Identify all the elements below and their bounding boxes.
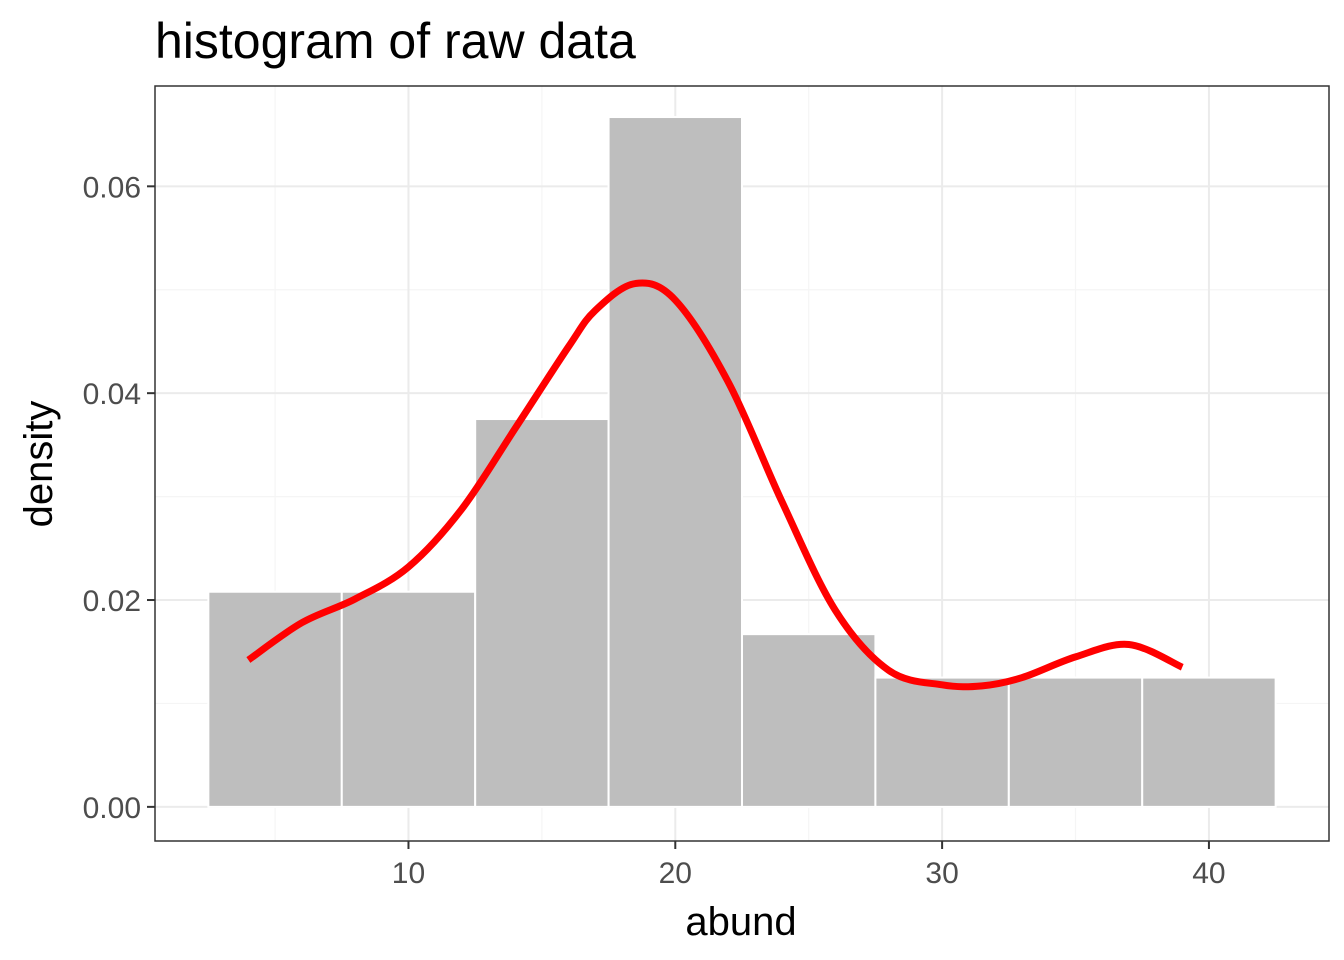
histogram-bar-7 [1007,676,1144,808]
histogram-bar-6 [874,676,1010,808]
density-curve-group [246,279,1184,691]
histogram-bar-2 [340,590,477,808]
x-tick-label: 30 [925,857,958,890]
x-tick-label: 10 [392,857,425,890]
histogram-bar-5 [741,633,877,808]
y-axis-title: density [17,401,61,528]
histogram-bar-8 [1141,676,1277,808]
chart-title: histogram of raw data [155,13,636,69]
histogram-bars [207,116,1277,808]
x-axis-title: abund [685,900,796,944]
density-curve [246,279,1184,691]
histogram-bar-1 [207,590,343,808]
x-tick-label: 20 [659,857,692,890]
y-tick-label: 0.00 [83,792,141,825]
y-tick-label: 0.04 [83,378,141,411]
x-tick-label: 40 [1192,857,1225,890]
y-tick-label: 0.06 [83,171,141,204]
histogram-bar-4 [607,116,743,808]
x-axis-ticks: 10 20 30 40 [392,841,1226,890]
panel-border [154,85,1330,842]
y-tick-label: 0.02 [83,585,141,618]
histogram-bar-3 [474,418,610,808]
y-axis-ticks: 0.00 0.02 0.04 0.06 [83,171,155,825]
